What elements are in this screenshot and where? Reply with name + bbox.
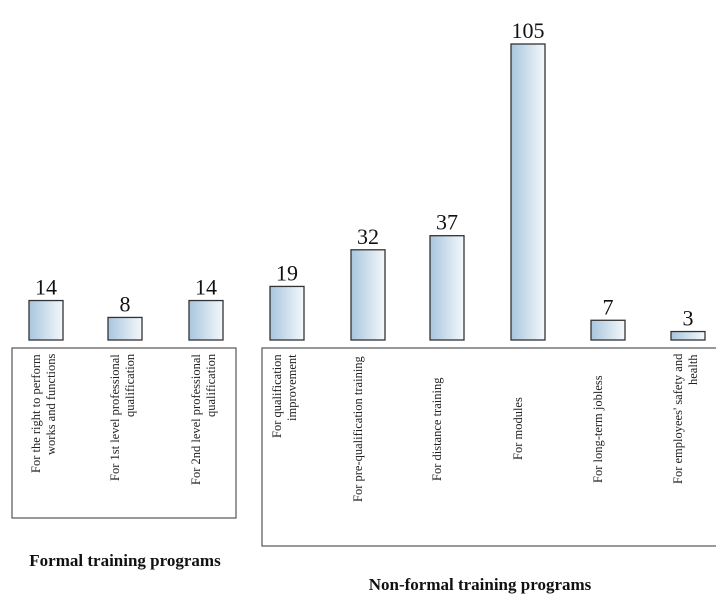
category-label: For qualification improvement bbox=[270, 354, 299, 438]
bar bbox=[107, 316, 143, 341]
category-label: For employees' safety and health bbox=[671, 354, 700, 485]
value-label: 8 bbox=[120, 291, 131, 316]
group-label: Formal training programs bbox=[29, 551, 221, 570]
value-label: 37 bbox=[436, 210, 458, 235]
group-box bbox=[11, 347, 237, 519]
bar bbox=[350, 249, 386, 341]
category-label: For 2nd level professional qualification bbox=[189, 354, 218, 485]
value-label: 14 bbox=[195, 275, 217, 300]
value-label: 7 bbox=[603, 294, 614, 319]
category-label: For modules bbox=[511, 397, 525, 461]
category-label: For distance training bbox=[430, 377, 444, 481]
bar bbox=[28, 299, 64, 341]
category-label: For long-term jobless bbox=[591, 375, 605, 483]
bar bbox=[429, 235, 465, 341]
bar bbox=[188, 299, 224, 341]
category-label: For pre-qualification training bbox=[351, 356, 365, 502]
category-label: For the right to perform works and funct… bbox=[29, 354, 58, 473]
bar bbox=[670, 330, 706, 341]
bar bbox=[590, 319, 626, 341]
bar bbox=[269, 285, 305, 341]
bar bbox=[510, 43, 546, 341]
value-label: 105 bbox=[512, 18, 545, 43]
value-label: 3 bbox=[683, 306, 694, 331]
value-label: 14 bbox=[35, 275, 57, 300]
group-box bbox=[261, 347, 716, 547]
group-label: Non-formal training programs bbox=[368, 575, 592, 594]
value-label: 19 bbox=[276, 260, 298, 285]
category-label: For 1st level professional qualification bbox=[108, 354, 137, 481]
value-label: 32 bbox=[357, 224, 379, 249]
